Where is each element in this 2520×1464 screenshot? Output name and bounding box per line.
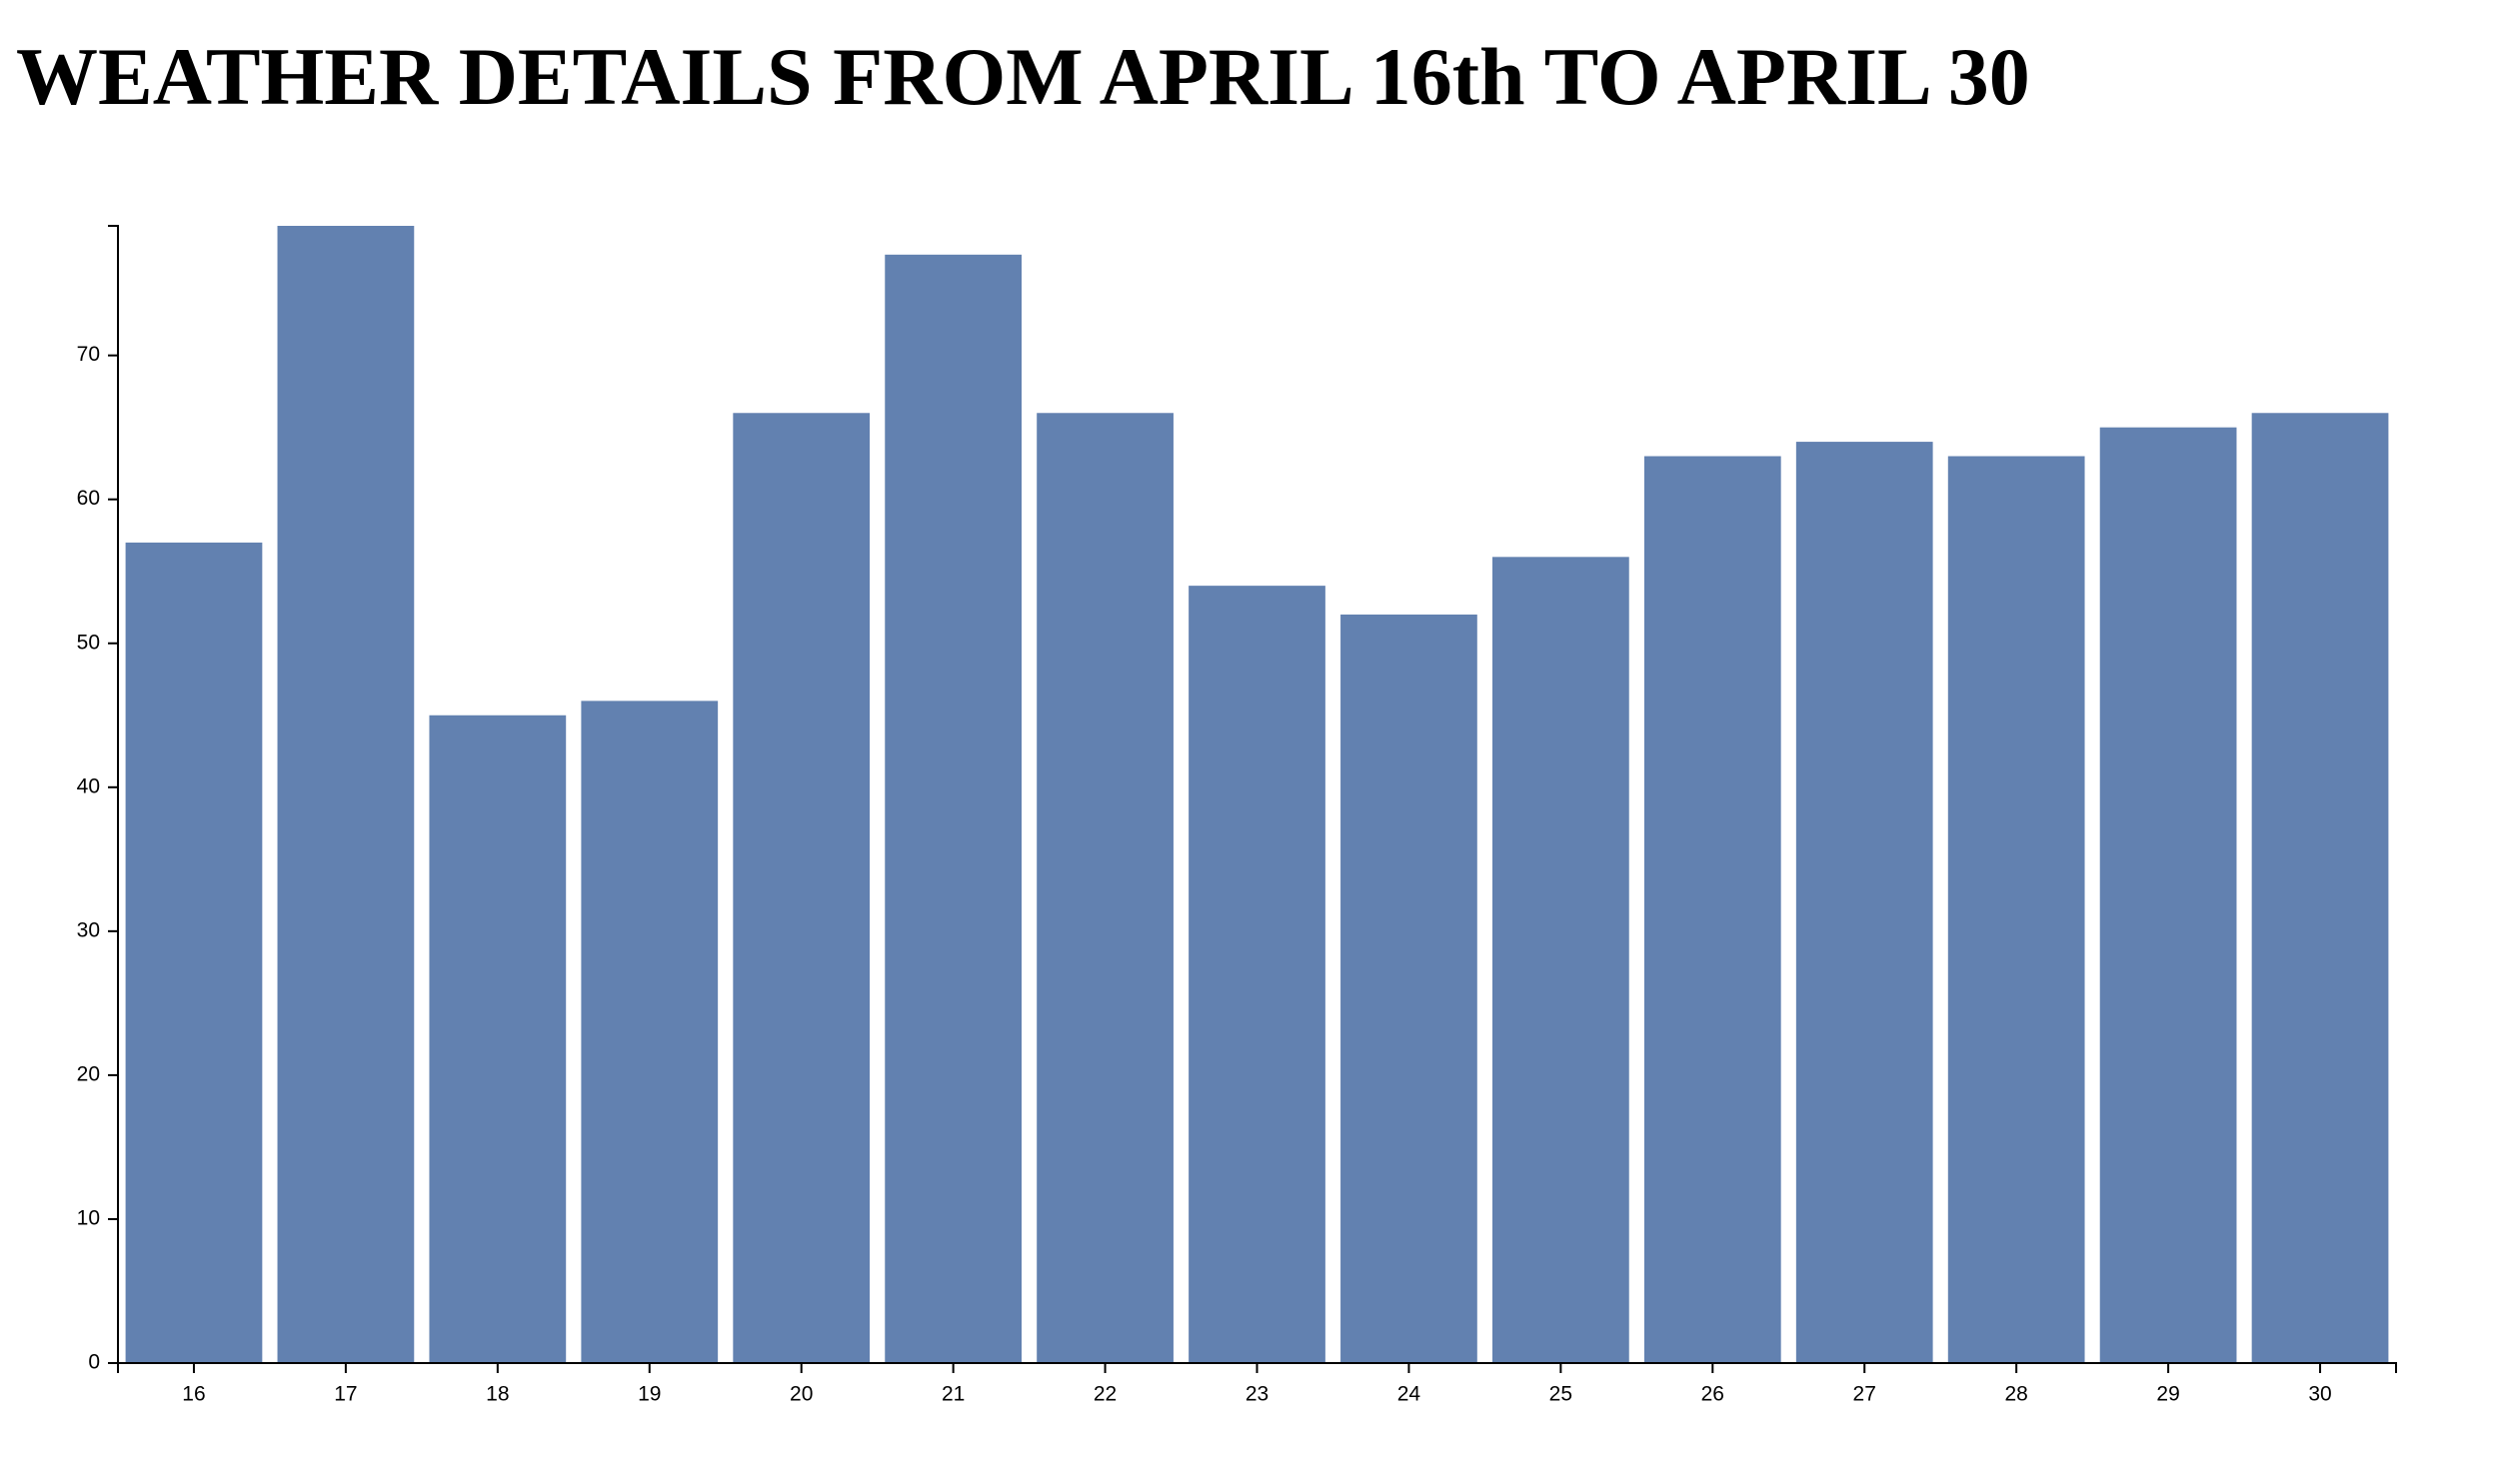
x-tick-label: 19 (638, 1383, 661, 1406)
bar-27 (1795, 442, 1933, 1364)
y-tick-label: 30 (77, 918, 100, 941)
x-tick-label: 16 (182, 1383, 205, 1406)
y-tick-label: 0 (88, 1351, 100, 1374)
y-tick-label: 70 (77, 343, 100, 366)
y-tick-label: 60 (77, 487, 100, 510)
page-title: WEATHER DETAILS FROM APRIL 16th TO APRIL… (16, 31, 2030, 122)
x-tick-label: 17 (334, 1383, 357, 1406)
bar-29 (2099, 427, 2237, 1363)
x-tick-label: 29 (2156, 1383, 2179, 1406)
y-axis-line (108, 225, 119, 1364)
y-tick-label: 50 (77, 631, 100, 654)
bar-28 (1947, 456, 2085, 1364)
x-tick-label: 22 (1094, 1383, 1117, 1406)
bar-19 (581, 701, 719, 1363)
y-tick-label: 40 (77, 774, 100, 797)
x-tick-label: 24 (1397, 1383, 1421, 1406)
x-axis: 16 17 18 19 20 21 22 23 24 25 26 27 28 29 30 (117, 1362, 2397, 1406)
x-tick-label: 20 (790, 1383, 813, 1406)
x-tick-label: 18 (486, 1383, 509, 1406)
bars-group (125, 226, 2389, 1364)
x-tick-label: 28 (2004, 1383, 2027, 1406)
bar-21 (885, 254, 1022, 1363)
x-tick-label: 23 (1246, 1383, 1268, 1406)
bar-23 (1189, 586, 1325, 1363)
bar-24 (1340, 614, 1477, 1363)
x-tick-label: 30 (2308, 1383, 2331, 1406)
bar-16 (125, 542, 263, 1363)
bar-26 (1643, 456, 1781, 1364)
x-tick-label: 27 (1853, 1383, 1876, 1406)
y-axis: 0 10 20 30 40 50 60 70 (77, 225, 119, 1374)
bar-30 (2251, 413, 2389, 1363)
x-tick-label: 26 (1701, 1383, 1724, 1406)
x-tick-label: 21 (942, 1383, 965, 1406)
bar-25 (1492, 557, 1629, 1363)
y-tick-label: 10 (77, 1206, 100, 1229)
x-tick-label: 25 (1549, 1383, 1572, 1406)
bar-18 (429, 715, 567, 1363)
bar-22 (1037, 413, 1174, 1363)
y-tick-label: 20 (77, 1062, 100, 1085)
bar-20 (733, 413, 871, 1363)
bar-17 (277, 226, 415, 1363)
